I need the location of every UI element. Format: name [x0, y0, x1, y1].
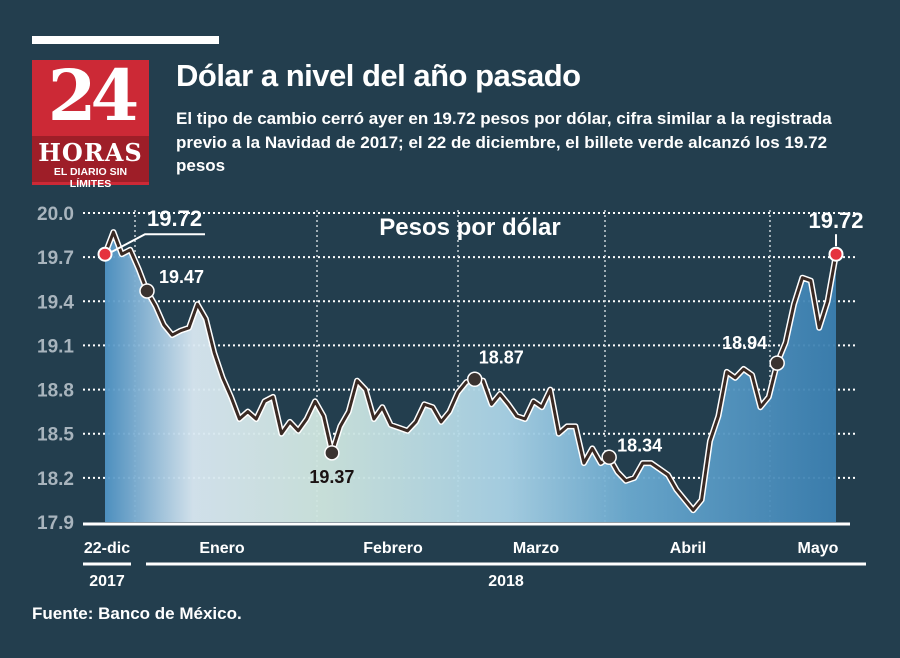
data-point-marker — [769, 355, 785, 371]
annotations: 19.72 19.47 19.37 18.87 18.34 18.94 19.72 — [97, 206, 864, 487]
x-tick-label: Abril — [670, 540, 706, 557]
data-label: 19.37 — [309, 467, 354, 487]
data-label: 19.72 — [147, 206, 202, 231]
data-label: 18.94 — [722, 333, 767, 353]
x-tick-label: 22-dic — [84, 540, 130, 557]
data-label: 19.72 — [808, 208, 863, 233]
x-tick-label: Febrero — [363, 540, 423, 557]
highlight-marker — [828, 246, 844, 262]
year-label: 2018 — [488, 573, 524, 590]
page-subtitle: El tipo de cambio cerró ayer en 19.72 pe… — [176, 109, 832, 175]
x-tick-label: Mayo — [798, 540, 839, 557]
logo-number: 24 — [47, 54, 139, 137]
logo-band — [32, 136, 149, 182]
area-fill — [105, 232, 836, 522]
y-tick-label: 19.4 — [37, 292, 74, 313]
year-label: 2017 — [89, 573, 125, 590]
data-label: 18.87 — [479, 347, 524, 367]
data-point-marker — [466, 371, 483, 388]
y-tick-label: 20.0 — [37, 204, 74, 225]
data-label: 18.34 — [617, 435, 662, 455]
y-tick-label: 19.1 — [37, 336, 74, 357]
x-tick-label: Marzo — [513, 540, 559, 557]
logo-24-horas: 24 HORAS EL DIARIO SIN LÍMITES — [32, 54, 149, 190]
label-leader — [110, 233, 205, 254]
page-title: Dólar a nivel del año pasado — [176, 58, 581, 93]
exchange-rate-chart: 20.0 19.7 19.4 19.1 18.8 18.5 18.2 17.9 Pesos p… — [37, 204, 866, 590]
source-note: Fuente: Banco de México. — [32, 604, 242, 623]
y-tick-label: 18.5 — [37, 425, 74, 446]
data-point-marker — [324, 445, 340, 461]
highlight-marker — [97, 246, 113, 262]
data-point-marker — [601, 449, 617, 466]
top-accent-bar — [32, 36, 219, 44]
y-tick-label: 19.7 — [37, 248, 74, 269]
x-tick-label: Enero — [199, 540, 245, 557]
y-tick-label: 17.9 — [37, 513, 74, 534]
data-point-marker — [139, 283, 155, 299]
logo-name: HORAS — [38, 138, 143, 167]
logo-tagline: EL DIARIO SIN LÍMITES — [53, 166, 128, 190]
y-tick-label: 18.2 — [37, 469, 74, 490]
data-label: 19.47 — [159, 267, 204, 287]
y-tick-label: 18.8 — [37, 381, 74, 402]
chart-title: Pesos por dólar — [379, 214, 560, 241]
y-axis-ticks: 20.0 19.7 19.4 19.1 18.8 18.5 18.2 17.9 — [37, 204, 74, 534]
x-axis-labels: 22-dic Enero Febrero Marzo Abril Mayo 2017 2018 — [83, 540, 866, 590]
